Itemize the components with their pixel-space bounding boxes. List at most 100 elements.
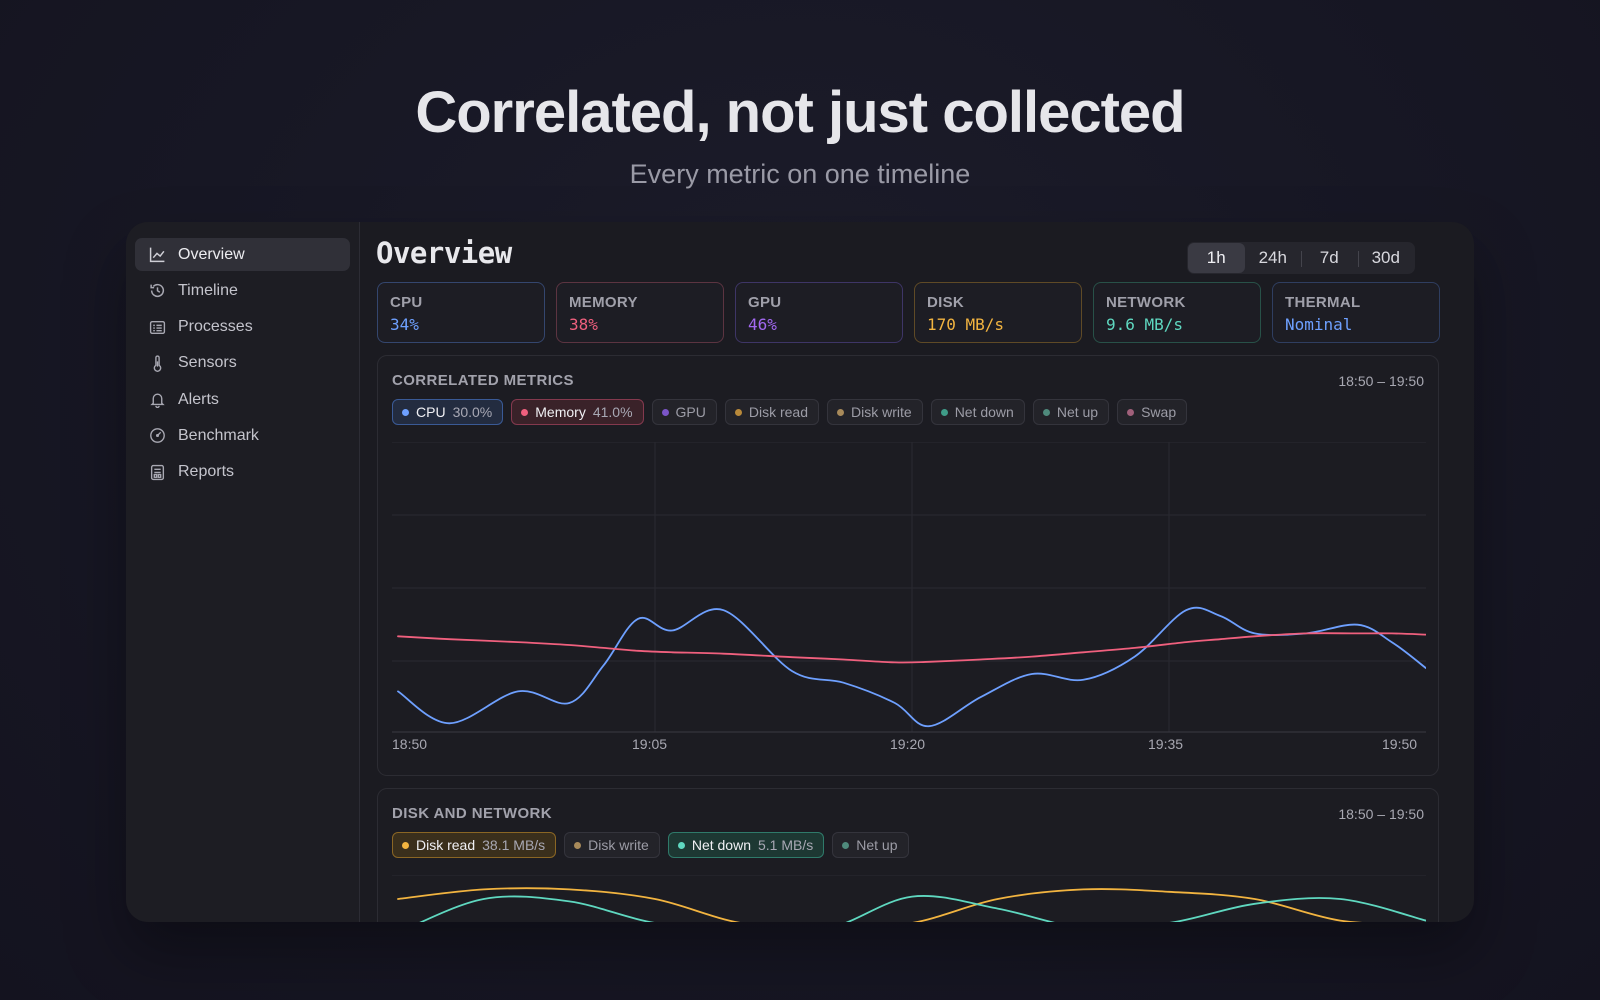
chip-value: 41.0%: [592, 404, 633, 420]
correlated-metrics-panel: CORRELATED METRICS 18:50 – 19:50 CPU 30.…: [377, 355, 1439, 776]
sidebar-item-label: Alerts: [178, 390, 219, 408]
sidebar-item-overview[interactable]: Overview: [135, 238, 350, 271]
gpu-card[interactable]: GPU 46%: [735, 282, 903, 343]
x-tick-label: 19:35: [1148, 736, 1184, 752]
sidebar-item-reports[interactable]: Reports: [135, 456, 350, 489]
series-dot: [521, 408, 529, 416]
series-dot: [1127, 408, 1135, 416]
hero: Correlated, not just collected Every met…: [0, 78, 1600, 192]
gauge-icon: [150, 428, 165, 444]
page-title: Overview: [376, 236, 512, 270]
sidebar-item-label: Reports: [178, 463, 235, 481]
chip-value: 38.1 MB/s: [482, 837, 546, 853]
chip-label: Disk read: [416, 837, 476, 853]
card-label: CPU: [390, 294, 423, 311]
chip-net-up[interactable]: Net up: [832, 832, 909, 858]
series-dot: [940, 408, 948, 416]
memory-card[interactable]: MEMORY 38%: [556, 282, 724, 343]
cpu-card[interactable]: CPU 34%: [377, 282, 545, 343]
chip-label: Disk write: [851, 404, 912, 420]
range-1h-button[interactable]: 1h: [1188, 243, 1245, 273]
sidebar-item-processes[interactable]: Processes: [135, 311, 350, 344]
card-label: DISK: [927, 294, 965, 311]
series-line-net-down: [419, 895, 1426, 922]
sidebar: Overview Timeline Processes Sensors Aler…: [126, 222, 360, 922]
x-tick-label: 19:05: [632, 736, 668, 752]
main-content: Overview 1h 24h 7d 30d CPU 34% MEMORY 38…: [360, 222, 1474, 922]
disk-card[interactable]: DISK 170 MB/s: [914, 282, 1082, 343]
sidebar-item-sensors[interactable]: Sensors: [135, 347, 350, 380]
card-label: NETWORK: [1106, 294, 1186, 311]
chip-net-down[interactable]: Net down 5.1 MB/s: [667, 832, 825, 858]
sidebar-item-label: Sensors: [178, 354, 237, 372]
chip-label: GPU: [675, 404, 706, 420]
chip-label: Net up: [856, 837, 898, 853]
chart-line-icon: [149, 247, 165, 263]
sidebar-item-benchmark[interactable]: Benchmark: [135, 419, 350, 452]
chip-disk-write[interactable]: Disk write: [827, 399, 923, 425]
sidebar-nav: Overview Timeline Processes Sensors Aler…: [135, 238, 350, 492]
chip-label: Net up: [1056, 404, 1099, 420]
history-icon: [150, 284, 165, 298]
series-chips: Disk read 38.1 MB/s Disk write Net down …: [392, 832, 909, 858]
chip-disk-read[interactable]: Disk read 38.1 MB/s: [392, 832, 557, 858]
series-dot: [661, 408, 669, 416]
range-30d-button[interactable]: 30d: [1357, 243, 1415, 273]
series-dot: [734, 408, 742, 416]
chip-label: CPU: [416, 404, 446, 420]
series-line-disk-read: [397, 887, 1362, 922]
hero-title: Correlated, not just collected: [415, 80, 1185, 145]
report-icon: [150, 464, 165, 480]
chip-swap[interactable]: Swap: [1117, 399, 1188, 425]
correlated-metrics-chart: [392, 442, 1426, 733]
card-label: THERMAL: [1285, 294, 1361, 311]
chip-label: Memory: [535, 404, 586, 420]
app-window: Overview Timeline Processes Sensors Aler…: [126, 222, 1474, 922]
chip-label: Net down: [691, 837, 751, 853]
chip-cpu[interactable]: CPU 30.0%: [392, 399, 504, 425]
series-dot: [402, 408, 409, 416]
card-label: MEMORY: [569, 294, 638, 311]
range-24h-button[interactable]: 24h: [1258, 248, 1287, 267]
chip-label: Disk read: [748, 404, 809, 420]
chip-value: 30.0%: [452, 404, 493, 420]
series-chips: CPU 30.0% Memory 41.0% GPU Disk read: [392, 399, 1188, 425]
chip-label: Disk write: [588, 837, 649, 853]
series-dot: [402, 841, 409, 849]
range-7d-button[interactable]: 7d: [1301, 243, 1358, 273]
card-value: 34%: [390, 315, 419, 334]
series-dot: [842, 841, 850, 849]
bell-icon: [150, 393, 165, 409]
x-tick-label: 18:50: [392, 736, 428, 752]
card-value: Nominal: [1285, 315, 1353, 334]
series-dot: [1042, 408, 1050, 416]
series-dot: [837, 408, 845, 416]
disk-network-chart: [392, 875, 1426, 922]
metric-cards: CPU 34% MEMORY 38% GPU 46% DISK 170 MB/s…: [377, 282, 1440, 343]
panel-time-range: 18:50 – 19:50: [1338, 373, 1424, 389]
series-line-cpu: [397, 606, 1426, 728]
chip-disk-write[interactable]: Disk write: [564, 832, 660, 858]
card-label: GPU: [748, 294, 782, 311]
chip-gpu[interactable]: GPU: [651, 399, 717, 425]
network-card[interactable]: NETWORK 9.6 MB/s: [1093, 282, 1261, 343]
chip-net-down[interactable]: Net down: [930, 399, 1025, 425]
sidebar-item-label: Processes: [178, 318, 253, 336]
chip-net-up[interactable]: Net up: [1032, 399, 1110, 425]
card-value: 9.6 MB/s: [1106, 315, 1184, 334]
x-tick-label: 19:50: [1382, 736, 1418, 752]
list-icon: [149, 320, 166, 334]
panel-time-range: 18:50 – 19:50: [1338, 806, 1424, 822]
card-value: 170 MB/s: [927, 315, 1005, 334]
series-dot: [574, 841, 582, 849]
card-value: 46%: [748, 315, 777, 334]
sidebar-item-alerts[interactable]: Alerts: [135, 383, 350, 416]
chip-disk-read[interactable]: Disk read: [724, 399, 820, 425]
hero-subtitle: Every metric on one timeline: [629, 159, 971, 189]
thermal-card[interactable]: THERMAL Nominal: [1272, 282, 1440, 343]
sidebar-item-timeline[interactable]: Timeline: [135, 274, 350, 307]
sidebar-item-label: Benchmark: [178, 426, 259, 444]
chip-memory[interactable]: Memory 41.0%: [511, 399, 644, 425]
chip-label: Net down: [954, 404, 1014, 420]
series-line-memory: [397, 632, 1426, 664]
